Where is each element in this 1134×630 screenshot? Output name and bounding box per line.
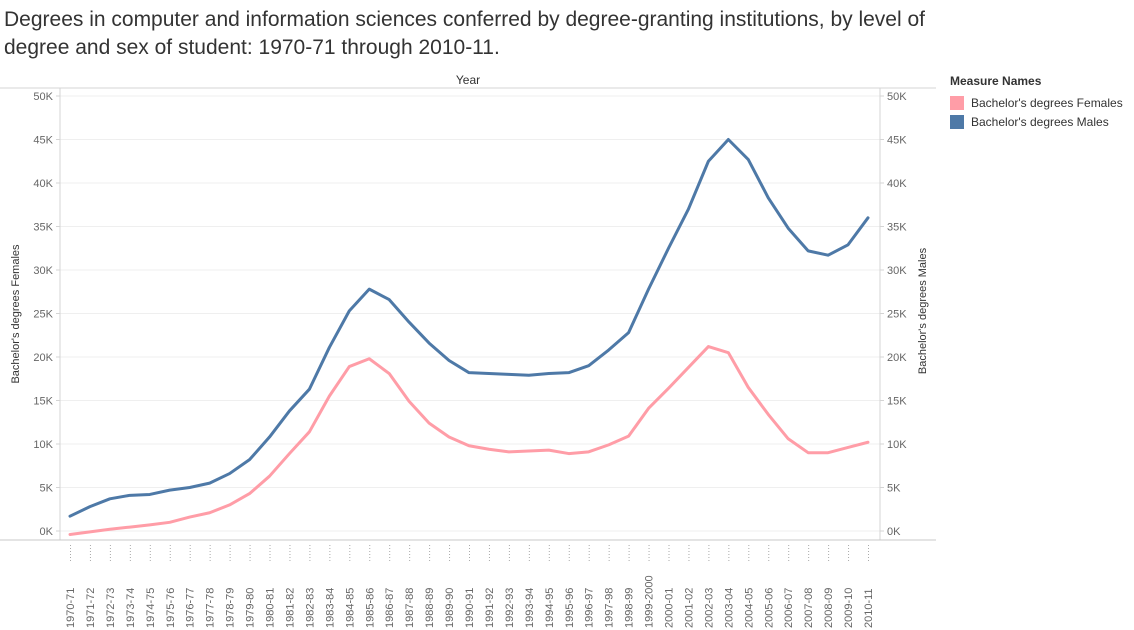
x-tick-label: 2000-01 bbox=[664, 588, 676, 628]
y-tick-label-right: 25K bbox=[887, 309, 907, 321]
x-tick-label: 1987-88 bbox=[404, 588, 416, 628]
x-tick-label: 1995-96 bbox=[564, 588, 576, 628]
y-tick-label-left: 30K bbox=[33, 265, 53, 277]
x-tick-label: 2009-10 bbox=[843, 588, 855, 628]
x-tick-label: 1996-97 bbox=[584, 588, 596, 628]
x-tick-label: 2001-02 bbox=[683, 588, 695, 628]
x-tick-label: 1992-93 bbox=[504, 588, 516, 628]
x-tick-label: 1981-82 bbox=[284, 588, 296, 628]
x-tick-label: 1979-80 bbox=[245, 588, 257, 628]
series-lines bbox=[68, 138, 870, 536]
y-tick-label-left: 25K bbox=[33, 309, 53, 321]
x-tick-label: 1976-77 bbox=[185, 588, 197, 628]
x-tick-label: 1974-75 bbox=[145, 588, 157, 628]
x-tick-label: 2003-04 bbox=[723, 588, 735, 628]
y-tick-label-right: 45K bbox=[887, 135, 907, 147]
x-tick-label: 2006-07 bbox=[783, 588, 795, 628]
y-tick-label-left: 0K bbox=[40, 526, 54, 538]
y-tick-label-right: 40K bbox=[887, 178, 907, 190]
x-tick-label: 1994-95 bbox=[544, 588, 556, 628]
x-tick-label: 1982-83 bbox=[304, 588, 316, 628]
x-tick-label: 2002-03 bbox=[703, 588, 715, 628]
x-tick-label: 1973-74 bbox=[125, 588, 137, 628]
y-tick-label-right: 50K bbox=[887, 91, 907, 103]
x-tick-label: 1991-92 bbox=[484, 588, 496, 628]
y-tick-label-right: 30K bbox=[887, 265, 907, 277]
y-tick-label-right: 5K bbox=[887, 483, 901, 495]
y-tick-label-left: 5K bbox=[40, 483, 54, 495]
y-axis-label-left: Bachelor's degrees Females bbox=[10, 244, 22, 384]
x-tick-label: 1988-89 bbox=[424, 588, 436, 628]
legend: Measure Names Bachelor's degrees Females… bbox=[950, 74, 1123, 131]
x-tick-label: 2004-05 bbox=[743, 588, 755, 628]
x-tick-label: 1980-81 bbox=[265, 588, 277, 628]
series-line-females bbox=[68, 345, 870, 536]
x-tick-label: 1983-84 bbox=[324, 588, 336, 628]
x-tick-label: 1984-85 bbox=[344, 588, 356, 628]
x-tick-label: 1990-91 bbox=[464, 588, 476, 628]
x-tick-label: 1971-72 bbox=[85, 588, 97, 628]
x-tick-label: 2007-08 bbox=[803, 588, 815, 628]
y-axis-label-right: Bachelor's degrees Males bbox=[917, 247, 929, 374]
column-header: Year bbox=[456, 73, 480, 87]
x-tick-label: 1999-2000 bbox=[644, 575, 656, 628]
y-tick-label-right: 10K bbox=[887, 439, 907, 451]
x-tick-label: 1978-79 bbox=[225, 588, 237, 628]
axes: 0K 0K 5K 5K 10K 10K 15K 15K 20K 20K 25K 25K 30K 30K 35… bbox=[0, 87, 936, 628]
legend-swatch-males bbox=[950, 114, 964, 129]
y-tick-label-right: 35K bbox=[887, 222, 907, 234]
x-tick-label: 1993-94 bbox=[524, 588, 536, 628]
x-tick-label: 1977-78 bbox=[205, 588, 217, 628]
legend-label-males: Bachelor's degrees Males bbox=[971, 114, 1109, 129]
y-tick-label-left: 15K bbox=[33, 396, 53, 408]
x-tick-label: 1989-90 bbox=[444, 588, 456, 628]
x-tick-label: 1972-73 bbox=[105, 588, 117, 628]
chart-title: Degrees in computer and information scie… bbox=[4, 8, 925, 59]
legend-item-females[interactable]: Bachelor's degrees Females bbox=[950, 93, 1123, 112]
y-tick-label-left: 40K bbox=[33, 178, 53, 190]
x-tick-label: 2008-09 bbox=[823, 588, 835, 628]
y-tick-label-right: 15K bbox=[887, 396, 907, 408]
y-tick-label-left: 35K bbox=[33, 222, 53, 234]
x-tick-label: 1985-86 bbox=[364, 588, 376, 628]
y-tick-label-left: 45K bbox=[33, 135, 53, 147]
legend-label-females: Bachelor's degrees Females bbox=[971, 95, 1123, 110]
x-tick-label: 1998-99 bbox=[624, 588, 636, 628]
y-tick-label-right: 20K bbox=[887, 352, 907, 364]
x-tick-label: 1975-76 bbox=[165, 588, 177, 628]
x-tick-label: 1997-98 bbox=[604, 588, 616, 628]
y-tick-label-left: 20K bbox=[33, 352, 53, 364]
x-tick-label: 1986-87 bbox=[384, 588, 396, 628]
legend-item-males[interactable]: Bachelor's degrees Males bbox=[950, 112, 1123, 131]
x-tick-label: 2010-11 bbox=[863, 588, 875, 628]
y-tick-label-left: 10K bbox=[33, 439, 53, 451]
y-tick-label-left: 50K bbox=[33, 91, 53, 103]
legend-title: Measure Names bbox=[950, 74, 1042, 88]
legend-swatch-females bbox=[950, 95, 964, 110]
grid-lines bbox=[60, 95, 880, 532]
x-tick-label: 1970-71 bbox=[65, 588, 77, 628]
series-line-males bbox=[68, 138, 870, 518]
x-tick-label: 2005-06 bbox=[763, 588, 775, 628]
y-tick-label-right: 0K bbox=[887, 526, 901, 538]
